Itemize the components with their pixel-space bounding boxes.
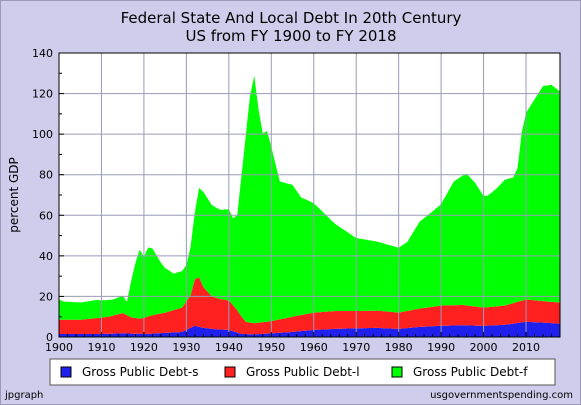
y-tick-label: 100 [32,128,53,141]
chart-title: Federal State And Local Debt In 20th Cen… [121,9,462,27]
legend-swatch-2 [224,366,236,378]
y-tick-label: 120 [32,88,53,101]
x-tick-label: 2010 [512,341,540,354]
credit-left: jpgraph [5,390,44,401]
legend: Gross Public Debt-s Gross Public Debt-l Gr… [49,358,556,386]
x-tick-label: 1990 [427,341,455,354]
x-tick-label: 1940 [215,341,243,354]
area-series-2 [59,277,560,335]
legend-swatch-1 [60,366,72,378]
x-tick-label: 1960 [300,341,328,354]
x-tick-label: 2000 [470,341,498,354]
x-tick-label: 1920 [130,341,158,354]
series-areas [59,75,560,337]
x-tick-label: 1930 [172,341,200,354]
legend-label-3: Gross Public Debt-f [413,365,528,379]
credit-right: usgovernmentspending.com [430,390,573,401]
x-tick-label: 1950 [257,341,285,354]
legend-box [49,358,556,386]
x-tick-label: 1910 [87,341,115,354]
y-tick-label: 40 [39,250,53,263]
axis-ticks: 0 20 40 60 80 100 120 140 1900 1910 1920 1930 1940 19… [32,47,553,354]
x-tick-label: 1970 [342,341,370,354]
y-tick-label: 0 [46,331,53,344]
y-tick-label: 60 [39,209,53,222]
x-tick-label: 1980 [385,341,413,354]
y-tick-label: 20 [39,290,53,303]
legend-swatch-3 [391,366,403,378]
y-tick-label: 80 [39,169,53,182]
area-series-3 [59,75,560,324]
area-series-1 [59,321,560,337]
legend-label-2: Gross Public Debt-l [246,365,360,379]
x-tick-label: 1900 [45,341,73,354]
grid-lines [59,53,560,337]
y-tick-label: 140 [32,47,53,60]
y-axis-label: percent GDP [7,157,21,233]
chart-subtitle: US from FY 1900 to FY 2018 [185,27,396,45]
legend-label-1: Gross Public Debt-s [82,365,198,379]
